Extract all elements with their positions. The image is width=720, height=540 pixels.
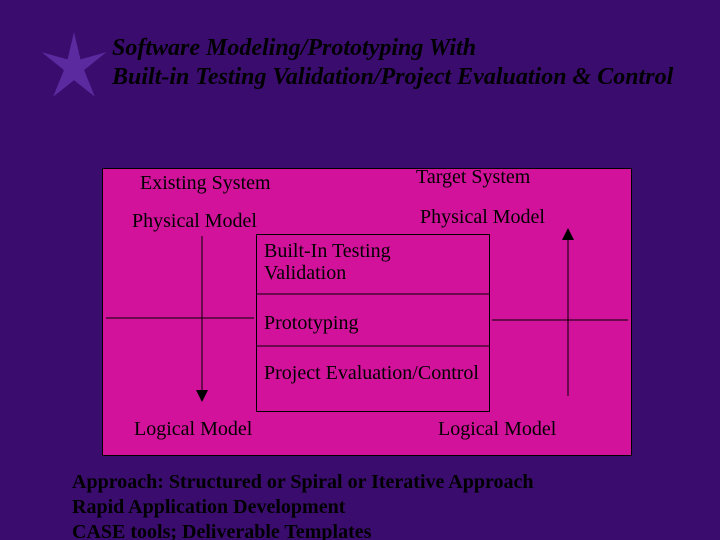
footer-line-3: CASE tools; Deliverable Templates <box>72 520 672 540</box>
arrow-right-vertical-head <box>562 228 574 240</box>
slide: Software Modeling/Prototyping WithBuilt-… <box>0 0 720 540</box>
footer-line-1: Approach: Structured or Spiral or Iterat… <box>72 470 672 495</box>
footer-text: Approach: Structured or Spiral or Iterat… <box>72 470 672 540</box>
diagram-lines <box>0 0 720 540</box>
footer-line-2: Rapid Application Development <box>72 495 672 520</box>
arrow-left-vertical-head <box>196 390 208 402</box>
